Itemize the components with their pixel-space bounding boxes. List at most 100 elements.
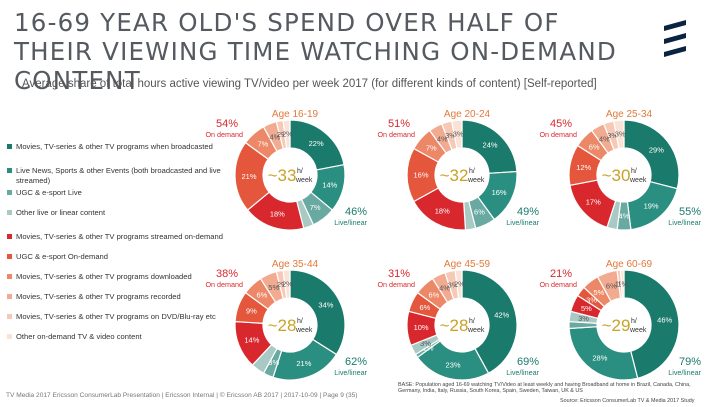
linear-label: Live/linear [334, 368, 367, 377]
base-note: BASE: Population aged 16-69 watching TV/… [398, 382, 691, 395]
chart-subtitle: Average share of total hours active view… [22, 78, 597, 90]
legend-label: Movies, TV-series & other TV programs wh… [16, 142, 213, 151]
segment-label: 22% [309, 139, 324, 148]
segment-label: 1% [615, 280, 626, 289]
segment-label: 6% [606, 282, 617, 291]
age-label: Age 16-19 [272, 109, 319, 120]
segment-label: 4% [599, 135, 610, 144]
segment-label: 7% [426, 143, 437, 152]
hours-unit: h/ [469, 318, 475, 325]
segment-label: 1% [617, 280, 628, 289]
linear-pct: 79% [679, 356, 701, 368]
legend-item: Movies, TV-series & other TV programs do… [6, 272, 231, 282]
segment-label: 10% [414, 323, 429, 332]
segment-label: 7% [310, 203, 321, 212]
segment-label: 5% [581, 304, 592, 313]
segment-label: 6% [429, 291, 440, 300]
donut-segment [619, 269, 625, 299]
legend-swatch [7, 168, 12, 173]
segment-label: 3% [578, 314, 589, 323]
hours-value: ~33 [268, 166, 297, 185]
hours-unit: week [629, 177, 647, 184]
segment-label: 2% [277, 130, 288, 139]
segment-label: 28% [592, 354, 607, 363]
segment-label: 3% [607, 131, 618, 140]
segment-label: 24% [483, 141, 498, 150]
segment-label: 14% [322, 181, 337, 190]
legend-item: UGC & e-sport On-demand [6, 252, 231, 262]
segment-label: 6% [474, 208, 485, 217]
segment-label: 12% [576, 163, 591, 172]
segment-label: 6% [589, 142, 600, 151]
legend-label: UGC & e-sport Live [16, 188, 82, 197]
segment-label: 23% [446, 361, 461, 370]
donut-chart: 34% 21% 3% 14% 9%6%5%2%2% ~28 h/week Age 35-44 3… [205, 259, 368, 381]
donut-segment [623, 269, 680, 380]
segment-label: 34% [318, 301, 333, 310]
segment-label: 29% [649, 145, 664, 154]
segment-label: 42% [494, 310, 509, 319]
legend-swatch [7, 234, 12, 239]
source-note: Source: Ericsson ConsumerLab TV & Media … [560, 398, 695, 404]
hours-unit: h/ [631, 318, 637, 325]
legend-label: Movies, TV-series & other TV programs st… [16, 232, 223, 241]
segment-label: 18% [435, 206, 450, 215]
footer: TV Media 2017 Ericsson ConsumerLab Prese… [6, 392, 358, 399]
donut-segment [282, 269, 291, 299]
donut-segment [568, 326, 639, 381]
age-label: Age 20-24 [444, 109, 491, 120]
donut-segment [289, 269, 346, 356]
ondemand-pct: 21% [550, 268, 572, 280]
linear-label: Live/linear [506, 368, 539, 377]
segment-label: 21% [242, 172, 257, 181]
ondemand-label: On demand [205, 130, 243, 139]
linear-pct: 62% [345, 356, 367, 368]
segment-label: 4% [437, 135, 448, 144]
ondemand-pct: 51% [388, 118, 410, 130]
linear-pct: 46% [345, 206, 367, 218]
legend-label: Other on-demand TV & video content [16, 332, 142, 341]
ondemand-pct: 38% [216, 268, 238, 280]
legend-swatch [7, 294, 12, 299]
segment-label: 19% [644, 201, 659, 210]
hours-unit: week [467, 327, 485, 334]
linear-label: Live/linear [668, 368, 701, 377]
segment-label: 14% [244, 336, 259, 345]
ondemand-pct: 54% [216, 118, 238, 130]
segment-label: 4% [269, 132, 280, 141]
legend-swatch [7, 254, 12, 259]
legend-label: Movies, TV-series & other TV programs do… [16, 272, 192, 281]
donut-segment [282, 119, 291, 149]
linear-label: Live/linear [668, 218, 701, 227]
hours-value: ~30 [602, 166, 631, 185]
segment-label: 6% [419, 303, 430, 312]
age-label: Age 60-69 [606, 259, 653, 270]
page-title: 16-69 YEAR OLD'S SPEND OVER HALF OF THEI… [14, 8, 617, 95]
legend-label: UGC & e-sport On-demand [16, 252, 109, 261]
segment-label: 16% [492, 188, 507, 197]
legend-item: Movies, TV-series & other TV programs on… [6, 312, 231, 322]
ondemand-label: On demand [539, 130, 577, 139]
ondemand-label: On demand [205, 280, 243, 289]
donut-segment [461, 269, 518, 375]
donut-segment [612, 119, 625, 150]
segment-label: 3% [268, 358, 279, 367]
legend-item: UGC & e-sport Live [6, 188, 231, 198]
legend-swatch [7, 144, 12, 149]
segment-label: 21% [296, 359, 311, 368]
ondemand-label: On demand [539, 280, 577, 289]
segment-label: 3% [445, 131, 456, 140]
hours-value: ~28 [440, 316, 469, 335]
legend-item: Other on-demand TV & video content [6, 332, 231, 342]
hours-unit: week [467, 177, 485, 184]
linear-pct: 55% [679, 206, 701, 218]
ondemand-label: On demand [377, 280, 415, 289]
age-label: Age 45-59 [444, 259, 491, 270]
ericsson-logo-icon [664, 20, 686, 57]
legend-swatch [7, 314, 12, 319]
segment-label: 2% [282, 130, 293, 139]
